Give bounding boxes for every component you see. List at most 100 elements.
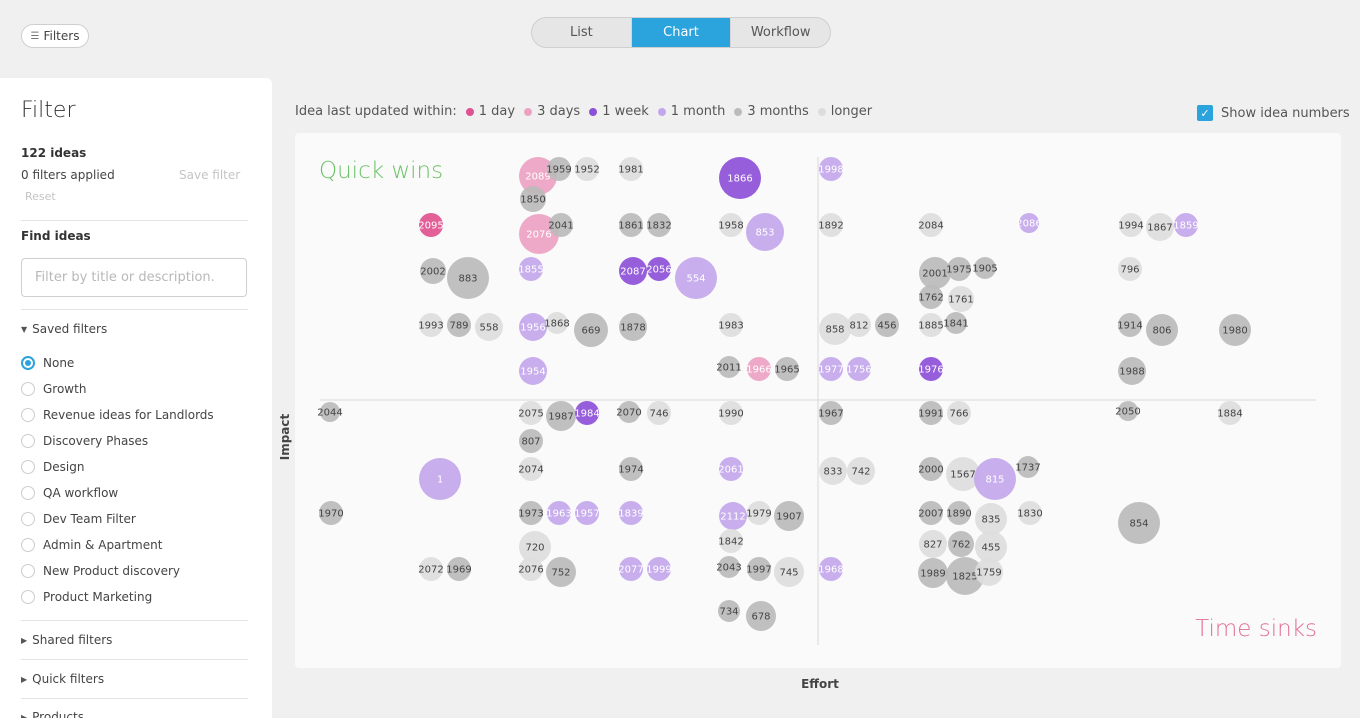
idea-bubble[interactable]: 1890	[946, 501, 972, 525]
idea-bubble[interactable]: 1984	[574, 401, 600, 425]
bubble-circle[interactable]	[1174, 213, 1198, 237]
idea-bubble[interactable]: 2041	[548, 213, 574, 237]
bubble-circle[interactable]	[975, 503, 1007, 535]
idea-bubble[interactable]: 1967	[818, 401, 844, 425]
bubble-circle[interactable]	[875, 313, 899, 337]
idea-bubble[interactable]: 1989	[918, 558, 948, 588]
radio-button[interactable]	[21, 382, 35, 396]
idea-bubble[interactable]: 455	[975, 531, 1007, 563]
bubble-circle[interactable]	[519, 457, 543, 481]
idea-bubble[interactable]: 2074	[518, 457, 544, 481]
idea-bubble[interactable]: 1970	[318, 501, 344, 525]
idea-bubble[interactable]: 2007	[918, 501, 944, 525]
idea-bubble[interactable]: 2070	[616, 401, 642, 423]
products-toggle[interactable]: ▶ Products	[21, 710, 84, 718]
bubble-circle[interactable]	[819, 357, 843, 381]
idea-bubble[interactable]: 669	[574, 313, 608, 347]
idea-bubble[interactable]: 1994	[1118, 213, 1144, 237]
legend-item-1-month[interactable]: 1 month	[657, 104, 725, 119]
bubble-circle[interactable]	[447, 257, 489, 299]
saved-filter-new-product[interactable]: New Product discovery	[21, 558, 214, 584]
idea-bubble[interactable]: 2044	[317, 402, 343, 422]
reset-button[interactable]: Reset	[25, 190, 56, 203]
idea-bubble[interactable]: 752	[546, 557, 576, 587]
bubble-circle[interactable]	[819, 457, 847, 485]
bubble-circle[interactable]	[647, 213, 671, 237]
idea-bubble[interactable]: 1759	[975, 558, 1003, 586]
bubble-circle[interactable]	[774, 501, 804, 531]
radio-button[interactable]	[21, 564, 35, 578]
idea-bubble[interactable]: 2076	[518, 557, 544, 581]
idea-bubble[interactable]: 720	[519, 531, 551, 563]
bubble-circle[interactable]	[946, 457, 980, 491]
bubble-circle[interactable]	[948, 531, 974, 557]
idea-bubble[interactable]: 1855	[518, 257, 544, 281]
idea-bubble[interactable]: 835	[975, 503, 1007, 535]
idea-bubble[interactable]: 1842	[718, 529, 744, 553]
bubble-circle[interactable]	[819, 157, 843, 181]
bubble-circle[interactable]	[747, 357, 771, 381]
idea-bubble[interactable]: 2001	[919, 257, 951, 289]
bubble-circle[interactable]	[619, 557, 643, 581]
idea-bubble[interactable]: 796	[1118, 257, 1142, 281]
bubble-circle[interactable]	[519, 313, 547, 341]
saved-filter-none[interactable]: None	[21, 350, 214, 376]
idea-bubble[interactable]: 1983	[718, 313, 744, 337]
bubble-circle[interactable]	[619, 313, 647, 341]
bubble-circle[interactable]	[1146, 314, 1178, 346]
idea-bubble[interactable]: 1980	[1219, 314, 1251, 346]
idea-bubble[interactable]: 2072	[418, 557, 444, 581]
idea-bubble[interactable]: 807	[519, 429, 543, 453]
bubble-circle[interactable]	[819, 401, 843, 425]
bubble-circle[interactable]	[746, 601, 776, 631]
idea-bubble[interactable]: 1957	[574, 501, 600, 525]
bubble-circle[interactable]	[718, 556, 740, 578]
idea-bubble[interactable]: 1867	[1146, 213, 1174, 241]
bubble-circle[interactable]	[546, 312, 568, 334]
tab-workflow[interactable]: Workflow	[730, 18, 830, 47]
bubble-circle[interactable]	[1019, 213, 1039, 233]
bubble-circle[interactable]	[719, 457, 743, 481]
bubble-circle[interactable]	[1118, 401, 1138, 421]
idea-bubble[interactable]: 827	[919, 530, 947, 558]
bubble-circle[interactable]	[546, 557, 576, 587]
bubble-circle[interactable]	[618, 401, 640, 423]
saved-filter-admin[interactable]: Admin & Apartment	[21, 532, 214, 558]
bubble-circle[interactable]	[947, 257, 971, 281]
idea-bubble[interactable]: 1990	[718, 401, 744, 425]
idea-bubble[interactable]: 853	[746, 213, 784, 251]
idea-bubble[interactable]: 1993	[418, 313, 444, 337]
bubble-circle[interactable]	[419, 213, 443, 237]
bubble-circle[interactable]	[419, 458, 461, 500]
bubble-circle[interactable]	[519, 557, 543, 581]
idea-bubble[interactable]: 2087	[619, 257, 647, 285]
bubble-circle[interactable]	[746, 213, 784, 251]
tab-list[interactable]: List	[569, 25, 593, 40]
idea-bubble[interactable]: 1861	[618, 213, 644, 237]
idea-bubble[interactable]: 1885	[918, 313, 944, 337]
bubble-circle[interactable]	[519, 501, 543, 525]
bubble-circle[interactable]	[320, 402, 340, 422]
saved-filter-design[interactable]: Design	[21, 454, 214, 480]
idea-bubble[interactable]: 1841	[943, 312, 969, 334]
idea-bubble[interactable]: 1969	[446, 557, 472, 581]
idea-bubble[interactable]: 1825	[946, 557, 984, 595]
idea-bubble[interactable]: 2112	[719, 502, 747, 530]
idea-bubble[interactable]: 2061	[718, 457, 744, 481]
idea-bubble[interactable]: 2011	[716, 356, 742, 378]
bubble-circle[interactable]	[975, 558, 1003, 586]
radio-button[interactable]	[21, 486, 35, 500]
idea-bubble[interactable]: 858	[819, 313, 851, 345]
idea-bubble[interactable]: 1878	[619, 313, 647, 341]
legend-item-3-days[interactable]: 3 days	[524, 104, 580, 119]
bubble-circle[interactable]	[919, 457, 943, 481]
bubble-circle[interactable]	[519, 429, 543, 453]
saved-filter-growth[interactable]: Growth	[21, 376, 214, 402]
idea-bubble[interactable]: 2043	[716, 556, 742, 578]
bubble-circle[interactable]	[420, 258, 446, 284]
idea-bubble[interactable]: 1952	[574, 157, 600, 181]
idea-bubble[interactable]: 1988	[1118, 357, 1146, 385]
bubble-circle[interactable]	[1118, 257, 1142, 281]
bubble-circle[interactable]	[619, 257, 647, 285]
idea-bubble[interactable]: 1976	[918, 357, 944, 381]
